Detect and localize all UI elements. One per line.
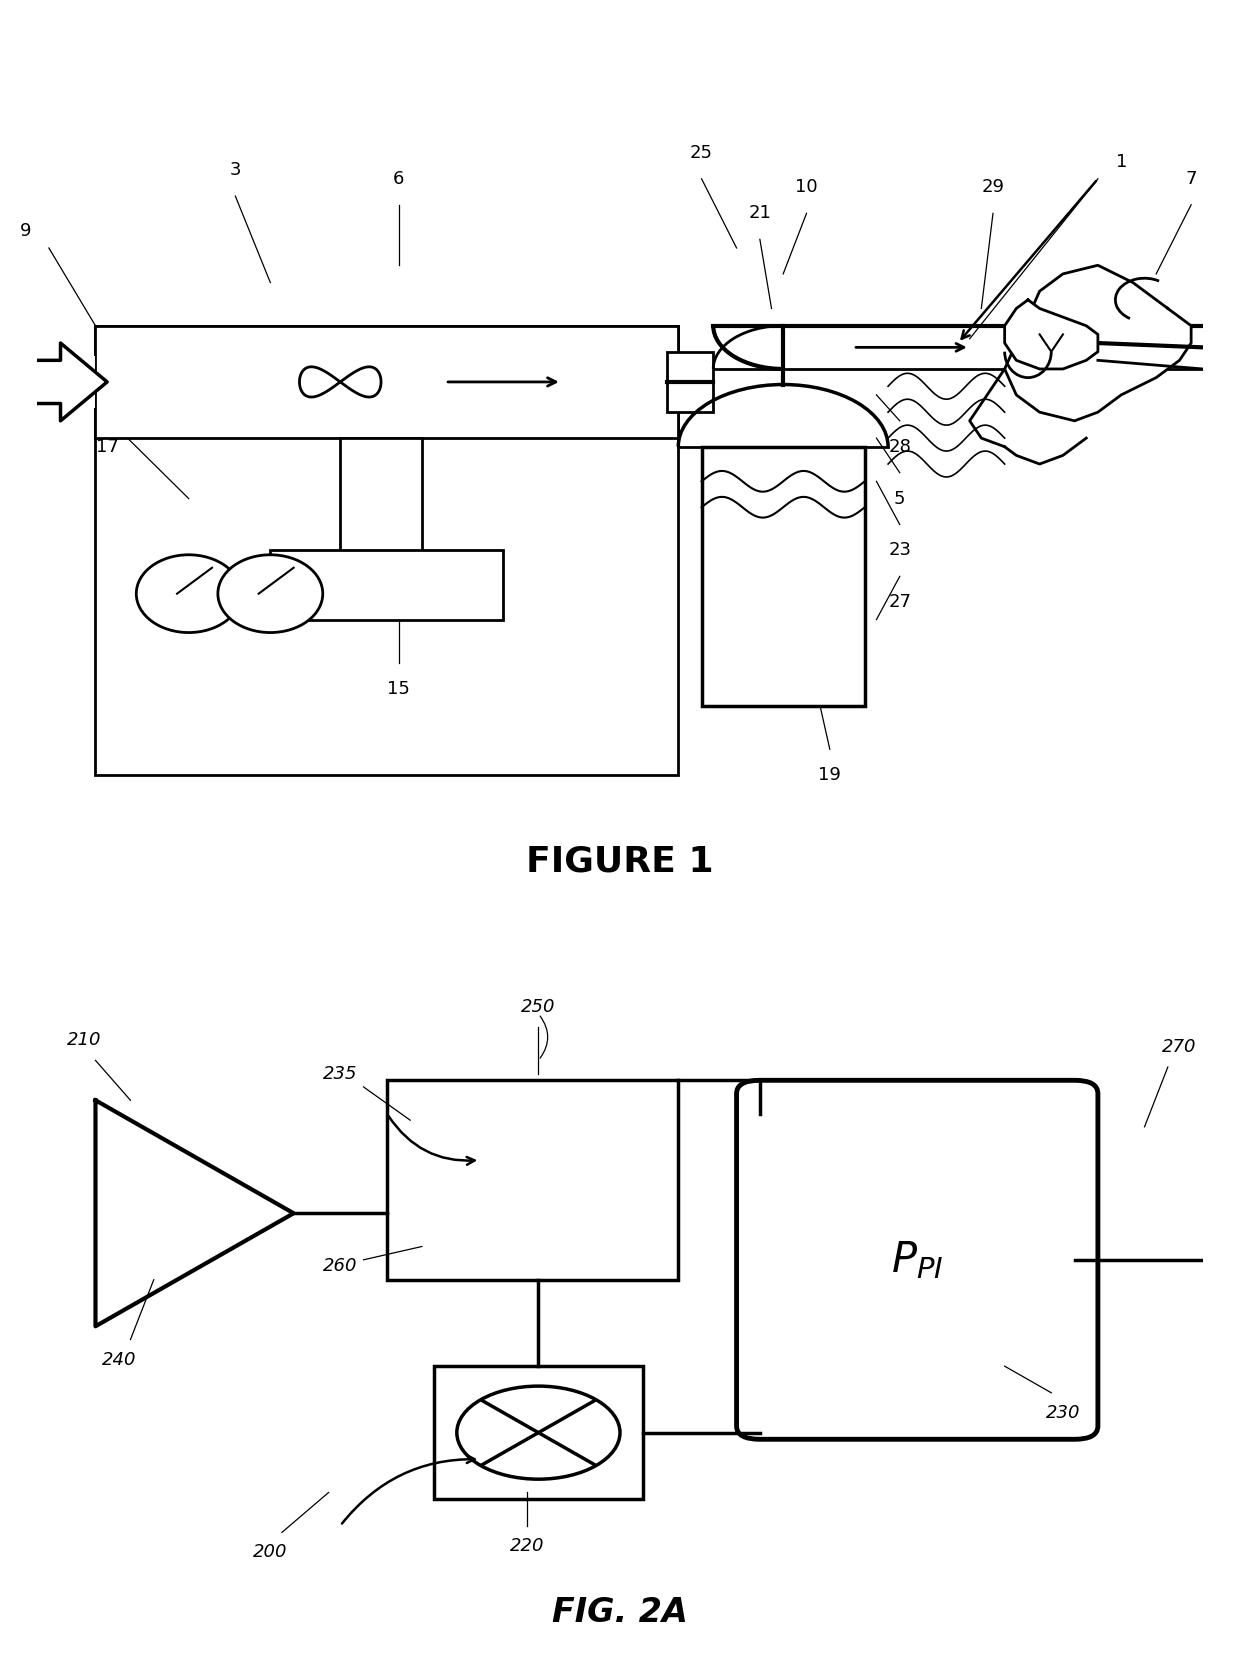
Polygon shape [1004,299,1097,369]
Polygon shape [1004,266,1192,420]
Text: FIG. 2A: FIG. 2A [552,1596,688,1629]
Text: 240: 240 [102,1351,136,1368]
Text: 7: 7 [1185,170,1197,188]
Text: 10: 10 [795,178,818,196]
Text: 3: 3 [229,161,241,179]
Text: 200: 200 [253,1544,288,1561]
Text: 23: 23 [888,542,911,560]
Text: $P_{PI}$: $P_{PI}$ [892,1238,944,1281]
Bar [702,447,864,706]
Bar [95,326,678,439]
Bar [2,356,95,407]
Text: 6: 6 [393,170,404,188]
Text: 220: 220 [510,1537,544,1554]
Text: 235: 235 [322,1065,357,1082]
Circle shape [218,555,322,633]
Polygon shape [2,342,107,420]
Text: 27: 27 [888,593,911,612]
Bar [434,1366,644,1499]
Text: 25: 25 [691,145,713,161]
Text: 230: 230 [1045,1404,1080,1421]
Bar [270,550,503,620]
FancyBboxPatch shape [737,1080,1097,1439]
Text: 29: 29 [982,178,1004,196]
Bar [95,326,678,774]
Text: 250: 250 [521,999,556,1015]
Text: 9: 9 [20,221,31,239]
Text: 17: 17 [95,437,119,455]
Text: 260: 260 [322,1258,357,1275]
Text: 21: 21 [749,204,771,223]
Text: FIGURE 1: FIGURE 1 [526,844,714,879]
Text: 270: 270 [1162,1039,1197,1055]
Text: 19: 19 [818,766,841,784]
Bar [387,1080,678,1280]
Bar [667,352,713,412]
Text: 1: 1 [1116,153,1127,171]
Circle shape [456,1386,620,1479]
Text: 28: 28 [888,437,911,455]
Polygon shape [95,1100,294,1326]
Circle shape [136,555,241,633]
Text: 210: 210 [67,1032,102,1049]
Bar [340,439,422,558]
Text: 15: 15 [387,680,410,698]
Text: 5: 5 [894,490,905,507]
